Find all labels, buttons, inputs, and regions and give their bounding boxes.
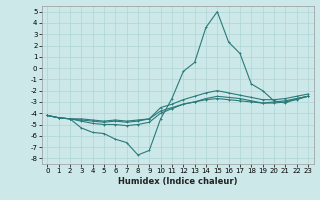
X-axis label: Humidex (Indice chaleur): Humidex (Indice chaleur) <box>118 177 237 186</box>
